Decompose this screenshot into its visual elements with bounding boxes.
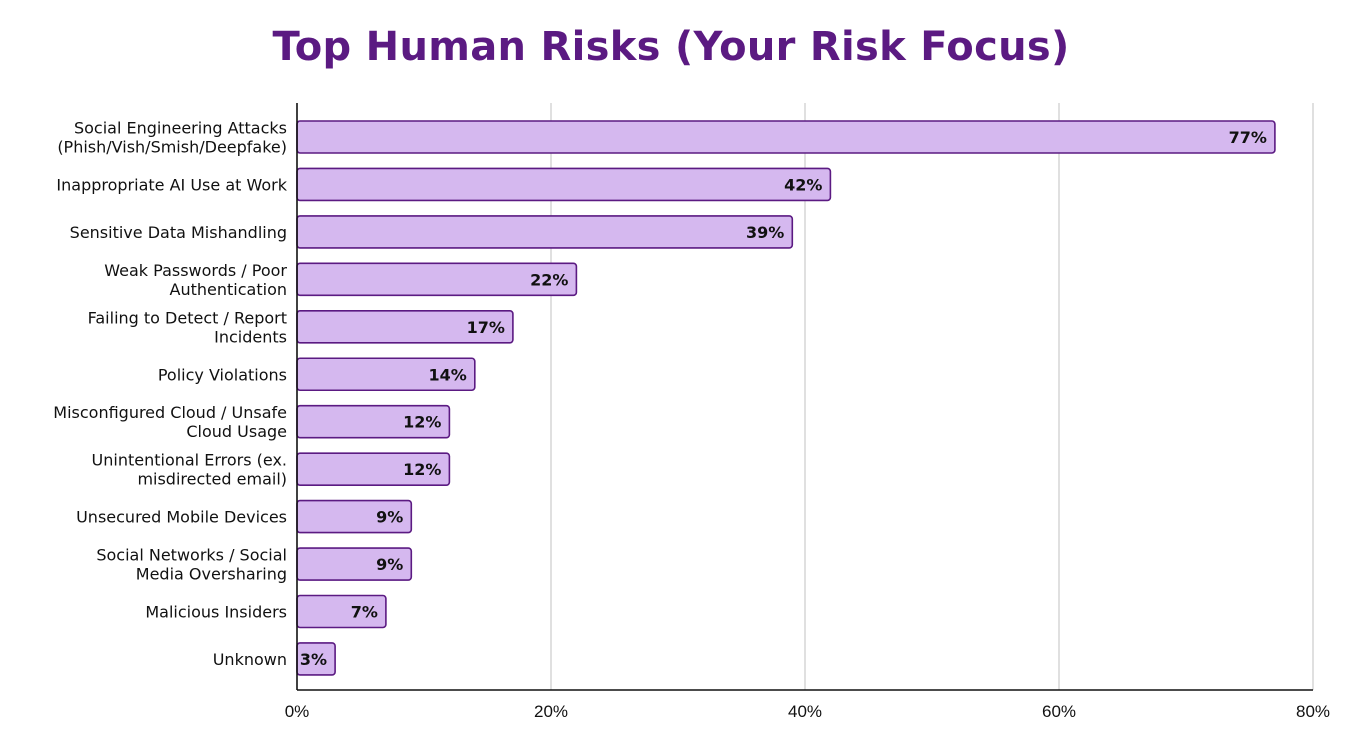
x-tick-label-0: 0%	[285, 702, 310, 721]
bar-0	[296, 120, 1276, 154]
data-label-11: 3%	[300, 650, 327, 669]
category-label-5: Policy Violations	[158, 365, 287, 384]
category-label-1: Inappropriate AI Use at Work	[56, 175, 287, 194]
category-label-3: Weak Passwords / Poor Authentication	[104, 261, 287, 299]
x-tick-label-4: 80%	[1296, 702, 1330, 721]
bar-1	[296, 167, 832, 202]
data-label-0: 77%	[1229, 128, 1267, 147]
data-label-1: 42%	[784, 175, 822, 194]
data-label-9: 9%	[376, 555, 403, 574]
data-label-2: 39%	[746, 223, 784, 242]
data-label-4: 17%	[467, 318, 505, 337]
data-label-3: 22%	[530, 270, 568, 289]
x-tick-label-1: 20%	[534, 702, 568, 721]
x-tick-label-2: 40%	[788, 702, 822, 721]
category-label-9: Social Networks / Social Media Oversharin…	[96, 546, 287, 584]
category-label-10: Malicious Insiders	[145, 603, 287, 622]
data-label-7: 12%	[403, 460, 441, 479]
category-label-2: Sensitive Data Mishandling	[70, 223, 287, 242]
data-label-5: 14%	[429, 365, 467, 384]
data-label-10: 7%	[351, 603, 378, 622]
data-label-8: 9%	[376, 508, 403, 527]
category-label-0: Social Engineering Attacks (Phish/Vish/Sm…	[57, 119, 287, 157]
data-label-6: 12%	[403, 413, 441, 432]
category-label-8: Unsecured Mobile Devices	[76, 508, 287, 527]
category-label-4: Failing to Detect / Report Incidents	[88, 308, 287, 346]
bar-2	[296, 215, 794, 249]
x-tick-label-3: 60%	[1042, 702, 1076, 721]
category-label-6: Misconfigured Cloud / Unsafe Cloud Usage	[53, 403, 287, 441]
category-label-11: Unknown	[213, 650, 287, 669]
category-label-7: Unintentional Errors (ex. misdirected ema…	[92, 451, 287, 489]
chart-title: Top Human Risks (Your Risk Focus)	[272, 24, 1070, 70]
